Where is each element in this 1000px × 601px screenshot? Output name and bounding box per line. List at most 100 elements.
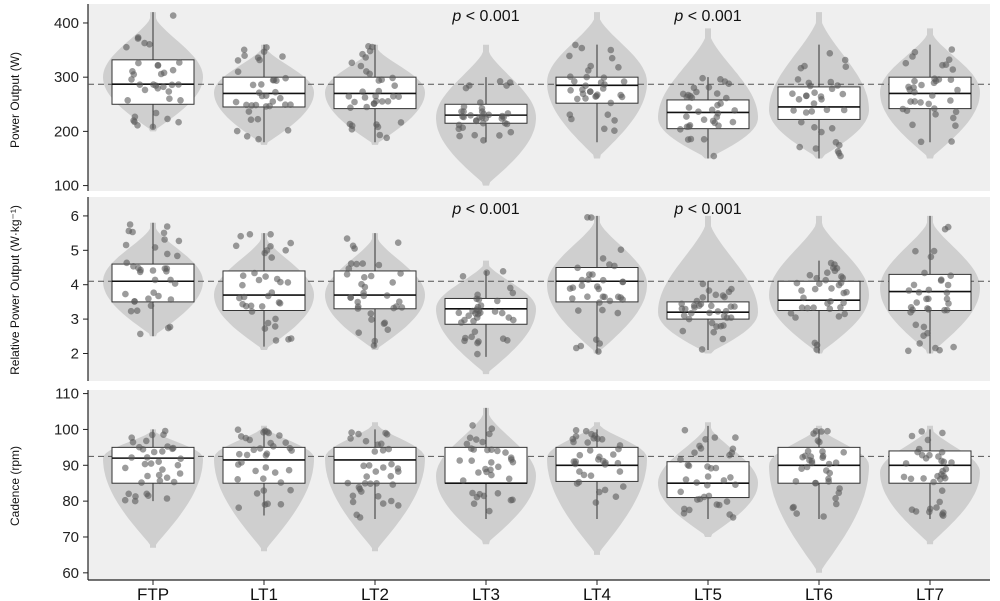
y-tick-label: 60	[62, 565, 79, 582]
data-point	[363, 473, 371, 480]
data-point	[711, 434, 719, 441]
data-point	[383, 134, 391, 142]
data-point	[237, 232, 244, 240]
data-point	[143, 454, 151, 461]
data-point	[347, 104, 354, 111]
data-point	[808, 108, 816, 115]
data-point	[164, 115, 171, 123]
data-point	[494, 490, 502, 497]
data-point	[363, 103, 371, 111]
data-point	[282, 439, 290, 447]
data-point	[790, 503, 797, 511]
data-point	[796, 143, 803, 151]
data-point	[816, 280, 823, 288]
y-tick-label: 400	[54, 15, 79, 32]
y-tick-label: 2	[71, 345, 79, 362]
data-point	[935, 453, 942, 460]
data-point	[592, 499, 600, 506]
data-point	[390, 93, 397, 100]
data-point	[389, 74, 396, 82]
data-point	[805, 79, 813, 87]
data-point	[168, 81, 176, 89]
data-point	[617, 246, 625, 253]
data-point	[818, 428, 825, 435]
data-point	[360, 462, 367, 470]
data-point	[599, 276, 607, 284]
data-point	[344, 479, 352, 487]
data-point	[832, 459, 840, 467]
data-point	[282, 74, 289, 82]
data-point	[466, 434, 474, 442]
data-point	[804, 447, 812, 455]
data-point	[362, 54, 370, 61]
data-point	[696, 442, 703, 450]
data-point	[507, 284, 514, 292]
data-point	[728, 449, 736, 457]
data-point	[685, 104, 693, 111]
data-point	[907, 309, 914, 316]
data-point	[357, 62, 365, 70]
data-point	[122, 464, 129, 472]
data-point	[574, 95, 581, 103]
data-point	[371, 448, 379, 455]
data-point	[470, 500, 478, 508]
data-point	[799, 453, 806, 461]
data-point	[375, 261, 383, 269]
data-point	[582, 427, 590, 435]
data-point	[943, 295, 951, 303]
data-point	[471, 328, 479, 336]
data-point	[355, 329, 363, 337]
data-point	[262, 273, 269, 280]
data-point	[175, 118, 182, 126]
data-point	[123, 43, 130, 51]
data-point	[389, 481, 397, 488]
data-point	[950, 114, 957, 122]
data-point	[128, 434, 135, 442]
data-point	[359, 88, 366, 95]
data-point	[261, 325, 269, 332]
data-point	[827, 78, 835, 86]
data-point	[476, 490, 484, 498]
data-point	[798, 304, 806, 312]
data-point	[811, 89, 818, 96]
data-point	[488, 425, 496, 433]
data-point	[570, 438, 577, 446]
data-point	[501, 119, 509, 127]
data-point	[130, 263, 137, 270]
data-point	[824, 427, 831, 435]
data-point	[792, 478, 800, 485]
data-point	[933, 504, 940, 511]
data-point	[272, 337, 280, 344]
data-point	[262, 464, 270, 471]
data-point	[566, 52, 573, 60]
x-tick-label-lt2: LT2	[361, 585, 389, 601]
data-point	[475, 338, 482, 345]
data-point	[387, 472, 395, 480]
data-point	[948, 459, 955, 466]
data-point	[617, 91, 624, 99]
data-point	[287, 335, 295, 342]
data-point	[258, 303, 266, 310]
data-point	[347, 294, 354, 302]
data-point	[705, 287, 713, 294]
data-point	[165, 88, 173, 95]
data-point	[131, 298, 138, 305]
data-point	[147, 460, 155, 467]
data-point	[813, 274, 820, 282]
data-point	[343, 235, 351, 242]
data-point	[232, 242, 240, 250]
data-point	[361, 94, 369, 101]
data-point	[234, 426, 242, 434]
data-point	[818, 96, 825, 103]
data-point	[496, 132, 503, 139]
data-point	[611, 262, 618, 270]
data-point	[494, 447, 501, 455]
panel-1-ylabel: Power Output (W)	[8, 52, 22, 148]
data-point	[954, 86, 961, 94]
data-point	[907, 475, 915, 483]
data-point	[682, 476, 690, 483]
data-point	[252, 101, 260, 109]
y-tick-label: 110	[55, 386, 79, 403]
data-point	[619, 296, 626, 303]
